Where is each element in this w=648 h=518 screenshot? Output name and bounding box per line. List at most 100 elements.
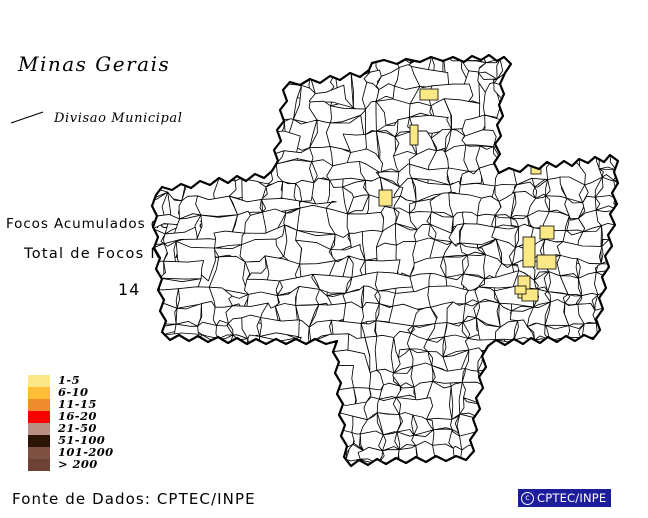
municipality <box>175 367 201 404</box>
municipality <box>184 445 218 466</box>
municipality <box>181 55 197 72</box>
scale-swatch <box>28 447 50 459</box>
municipality <box>544 428 565 452</box>
municipality <box>185 428 211 453</box>
municipality <box>560 55 583 74</box>
municipality <box>515 397 533 417</box>
municipality <box>613 427 618 451</box>
municipality <box>228 30 251 45</box>
municipality <box>528 442 545 466</box>
scale-row: > 200 <box>28 457 168 471</box>
municipality <box>346 194 370 215</box>
municipality <box>480 428 500 453</box>
municipality <box>160 165 189 188</box>
municipality <box>497 411 519 436</box>
municipality <box>627 54 648 76</box>
municipality <box>209 401 235 417</box>
municipality <box>543 442 565 465</box>
municipality <box>594 353 617 374</box>
fire-hotspot-cell <box>577 139 592 147</box>
municipality <box>559 415 586 436</box>
municipality <box>260 368 287 404</box>
municipality <box>343 55 371 73</box>
municipality <box>635 273 648 294</box>
municipality <box>561 362 585 390</box>
municipality <box>152 135 167 156</box>
municipality <box>178 396 201 421</box>
municipality <box>244 255 267 280</box>
municipality <box>610 239 618 279</box>
fire-hotspot-cell <box>409 124 419 146</box>
municipality <box>240 55 268 94</box>
municipality <box>581 56 601 94</box>
municipality <box>199 384 217 405</box>
fire-hotspot-cell <box>419 88 439 101</box>
municipality <box>152 442 173 466</box>
municipality <box>528 99 553 137</box>
municipality <box>436 27 469 42</box>
municipality <box>528 427 549 450</box>
municipality <box>635 243 648 274</box>
municipality <box>594 55 617 77</box>
municipality <box>561 397 585 420</box>
municipality <box>210 55 236 91</box>
municipality <box>632 114 648 140</box>
boundary-legend-label: Divisao Municipal <box>54 111 183 126</box>
scale-row: 6-10 <box>28 386 168 399</box>
logo-label: CPTEC/INPE <box>537 491 607 505</box>
municipality <box>578 429 602 451</box>
municipality <box>211 383 235 406</box>
municipality <box>629 38 648 55</box>
scale-swatch <box>28 411 50 423</box>
source-label: Fonte de Dados: CPTEC/INPE <box>12 490 256 508</box>
scale-label: 11-15 <box>58 397 97 411</box>
municipality <box>394 465 421 466</box>
municipality <box>511 129 536 168</box>
municipality <box>528 396 548 414</box>
municipality <box>550 26 567 46</box>
municipality <box>431 477 450 494</box>
municipality <box>393 477 420 494</box>
municipality <box>614 364 618 389</box>
municipality <box>175 68 212 91</box>
municipality <box>227 55 268 57</box>
municipality <box>293 416 315 438</box>
municipality <box>561 458 585 466</box>
municipality <box>528 132 554 155</box>
municipality <box>509 84 535 103</box>
municipality <box>600 443 617 466</box>
municipality <box>492 450 514 466</box>
page-title: Minas Gerais <box>18 52 171 76</box>
municipality <box>529 367 553 386</box>
scale-swatch <box>28 399 50 411</box>
municipality <box>627 69 647 92</box>
municipality <box>615 473 635 494</box>
fire-hotspot-cell <box>539 225 555 240</box>
municipality <box>275 443 301 466</box>
municipality <box>584 105 599 127</box>
municipality <box>264 411 283 435</box>
fire-hotspot-cell <box>378 189 393 207</box>
municipality <box>209 105 251 136</box>
municipality <box>517 66 551 96</box>
municipality <box>630 192 648 216</box>
municipality <box>613 179 618 199</box>
municipality <box>476 446 497 466</box>
municipality <box>334 55 352 75</box>
municipality <box>496 348 519 370</box>
municipality <box>261 26 285 45</box>
scale-label: > 200 <box>58 457 98 471</box>
municipality <box>226 55 247 94</box>
municipality <box>509 99 532 120</box>
municipality <box>611 224 618 246</box>
municipality <box>283 26 314 47</box>
municipality <box>264 432 301 451</box>
municipality <box>544 130 570 154</box>
municipality <box>248 408 271 447</box>
municipality <box>631 349 648 388</box>
scale-label: 21-50 <box>58 421 97 435</box>
municipality <box>545 107 571 124</box>
municipality <box>416 464 453 466</box>
municipality <box>578 415 596 433</box>
municipality <box>632 480 648 494</box>
